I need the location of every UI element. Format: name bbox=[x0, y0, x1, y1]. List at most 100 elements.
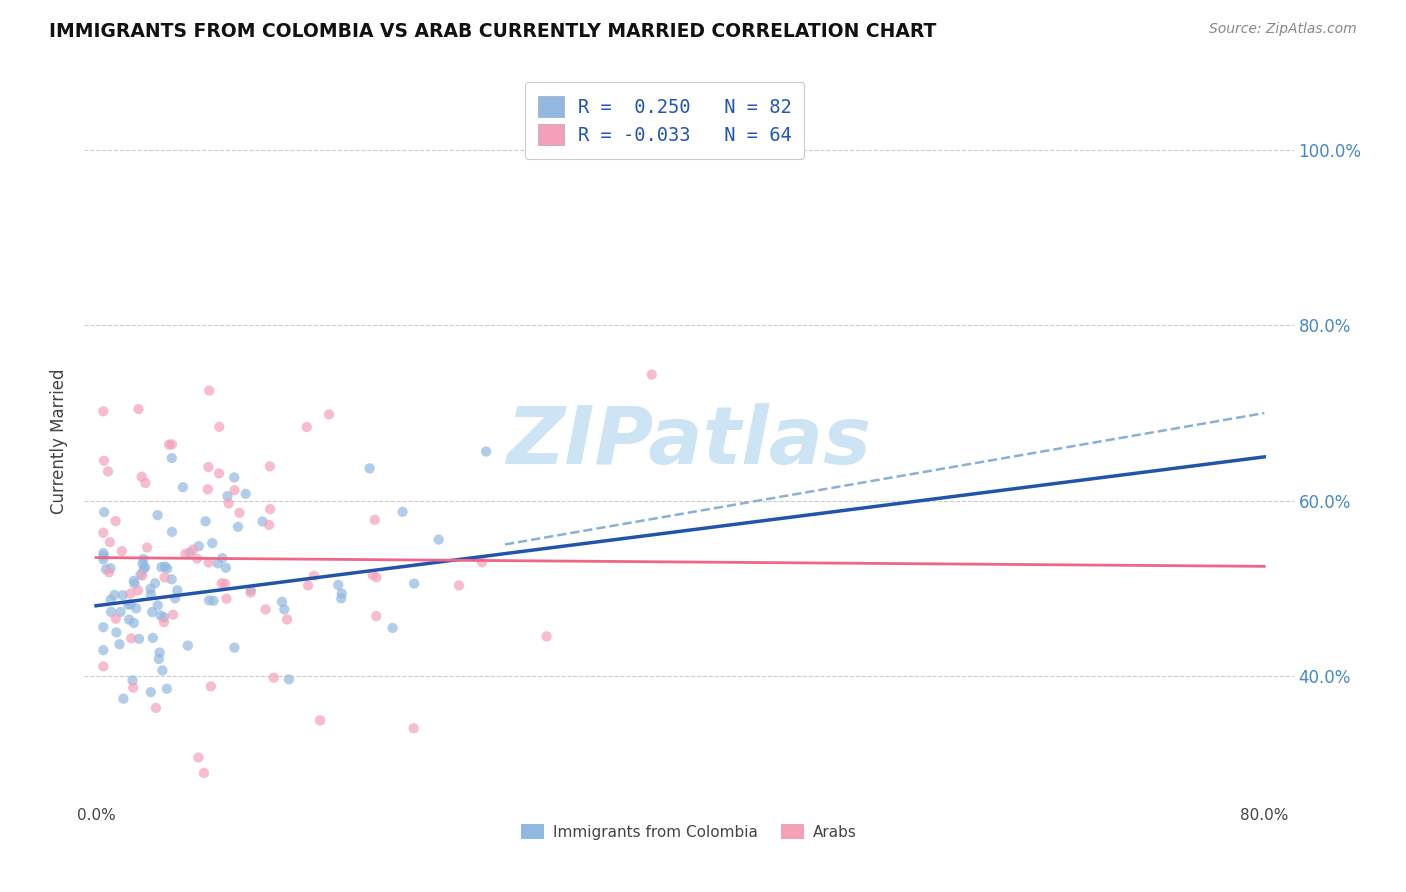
Point bbox=[215, 591, 238, 606]
Point bbox=[366, 609, 388, 624]
Point bbox=[273, 602, 295, 616]
Point bbox=[174, 547, 197, 561]
Point bbox=[122, 574, 145, 588]
Point bbox=[214, 576, 236, 591]
Point bbox=[93, 549, 115, 563]
Point bbox=[146, 599, 169, 613]
Point bbox=[404, 576, 426, 591]
Point bbox=[142, 631, 165, 645]
Point bbox=[132, 562, 155, 576]
Point bbox=[128, 632, 150, 646]
Point bbox=[309, 714, 332, 728]
Point bbox=[104, 514, 127, 528]
Point bbox=[125, 601, 148, 615]
Point bbox=[166, 583, 188, 598]
Point bbox=[194, 514, 217, 528]
Point bbox=[475, 444, 498, 458]
Point bbox=[124, 576, 146, 591]
Point bbox=[271, 595, 294, 609]
Point bbox=[177, 639, 200, 653]
Point bbox=[239, 585, 262, 599]
Point bbox=[139, 582, 162, 596]
Point bbox=[157, 437, 180, 451]
Point bbox=[131, 469, 153, 483]
Point bbox=[277, 673, 299, 687]
Point bbox=[235, 487, 257, 501]
Point bbox=[263, 671, 285, 685]
Point bbox=[122, 681, 145, 695]
Text: IMMIGRANTS FROM COLOMBIA VS ARAB CURRENTLY MARRIED CORRELATION CHART: IMMIGRANTS FROM COLOMBIA VS ARAB CURRENT… bbox=[49, 22, 936, 41]
Point bbox=[257, 517, 280, 532]
Point bbox=[93, 546, 115, 560]
Point bbox=[153, 615, 176, 630]
Point bbox=[165, 591, 187, 606]
Point bbox=[330, 591, 353, 606]
Point bbox=[93, 404, 115, 418]
Point bbox=[224, 470, 246, 484]
Point bbox=[366, 570, 388, 584]
Point bbox=[208, 467, 231, 481]
Point bbox=[302, 568, 325, 582]
Point bbox=[226, 520, 249, 534]
Point bbox=[122, 615, 145, 630]
Point bbox=[211, 576, 233, 591]
Point bbox=[211, 551, 233, 566]
Point bbox=[198, 593, 221, 607]
Point bbox=[97, 464, 120, 478]
Point bbox=[111, 544, 134, 558]
Point bbox=[139, 587, 162, 601]
Point bbox=[187, 539, 209, 553]
Point bbox=[149, 608, 172, 623]
Point bbox=[162, 607, 184, 622]
Point bbox=[127, 583, 149, 598]
Point bbox=[134, 476, 156, 491]
Point bbox=[120, 586, 142, 600]
Point bbox=[197, 460, 219, 475]
Point bbox=[139, 685, 162, 699]
Point bbox=[224, 483, 246, 498]
Point bbox=[297, 578, 319, 592]
Point bbox=[108, 637, 131, 651]
Point bbox=[100, 605, 122, 619]
Point bbox=[259, 459, 281, 474]
Point bbox=[118, 613, 141, 627]
Point bbox=[197, 556, 219, 570]
Point bbox=[200, 679, 222, 693]
Point bbox=[207, 557, 229, 571]
Point bbox=[148, 652, 170, 666]
Point bbox=[132, 552, 155, 566]
Point bbox=[193, 766, 215, 780]
Point bbox=[145, 701, 167, 715]
Point bbox=[228, 506, 250, 520]
Point bbox=[217, 489, 239, 503]
Point bbox=[110, 605, 132, 619]
Point bbox=[187, 750, 209, 764]
Point bbox=[215, 561, 238, 575]
Point bbox=[156, 681, 179, 696]
Point bbox=[402, 721, 425, 735]
Point bbox=[143, 576, 166, 591]
Point bbox=[93, 552, 115, 566]
Point bbox=[93, 454, 115, 468]
Point bbox=[131, 557, 153, 571]
Point bbox=[93, 620, 115, 634]
Point bbox=[447, 578, 470, 592]
Point bbox=[146, 508, 169, 523]
Point bbox=[121, 673, 143, 688]
Point bbox=[160, 524, 183, 539]
Point bbox=[93, 525, 115, 540]
Point bbox=[218, 496, 240, 510]
Point bbox=[536, 629, 558, 643]
Point bbox=[330, 586, 353, 600]
Point bbox=[254, 602, 277, 616]
Point bbox=[197, 483, 219, 497]
Point bbox=[98, 535, 121, 549]
Text: ZIPatlas: ZIPatlas bbox=[506, 402, 872, 481]
Point bbox=[208, 419, 231, 434]
Point bbox=[98, 566, 121, 580]
Point bbox=[153, 559, 176, 574]
Point bbox=[150, 664, 173, 678]
Point bbox=[136, 541, 159, 555]
Point bbox=[181, 542, 204, 557]
Point bbox=[93, 643, 115, 657]
